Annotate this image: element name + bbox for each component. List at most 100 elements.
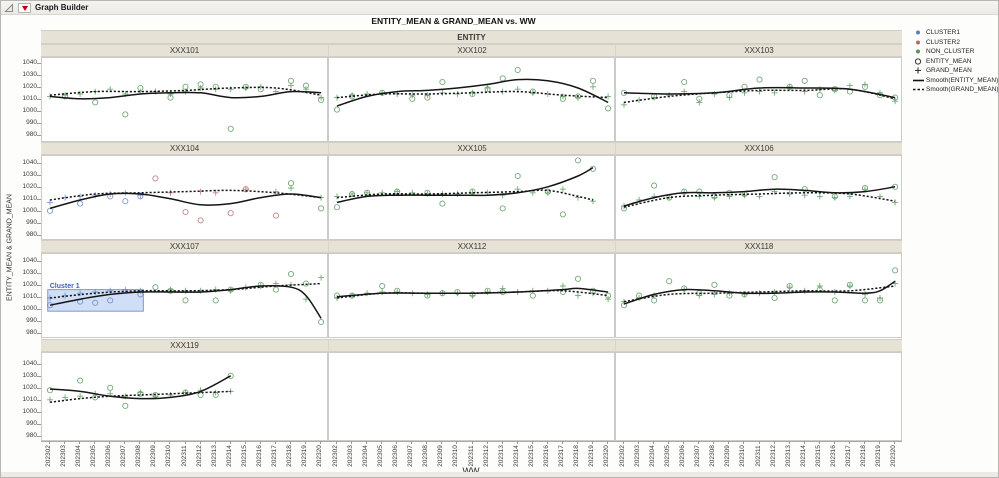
legend-item-non-cluster[interactable]: NON_CLUSTER: [913, 47, 999, 57]
grand-mean-point[interactable]: [816, 283, 823, 289]
entity-mean-point[interactable]: [651, 182, 658, 189]
grand-mean-point[interactable]: [846, 82, 853, 89]
grand-mean-point[interactable]: [786, 83, 793, 90]
entity-mean-point[interactable]: [333, 106, 341, 113]
grand-mean-point[interactable]: [711, 291, 718, 298]
plot-XXX119[interactable]: [42, 353, 329, 442]
entity-mean-point[interactable]: [333, 204, 341, 211]
entity-mean-point[interactable]: [771, 174, 778, 181]
grand-mean-point[interactable]: [122, 286, 129, 293]
grand-mean-point[interactable]: [349, 191, 356, 197]
grand-mean-point[interactable]: [197, 85, 204, 91]
entity-mean-point[interactable]: [681, 78, 688, 86]
grand-mean-point[interactable]: [575, 194, 581, 201]
entity-mean-point[interactable]: [107, 384, 114, 391]
grand-mean-point[interactable]: [771, 89, 778, 96]
grand-mean-point[interactable]: [786, 191, 793, 197]
grand-mean-point[interactable]: [288, 185, 294, 191]
entity-mean-point[interactable]: [574, 275, 582, 282]
grand-mean-point[interactable]: [559, 186, 566, 193]
grand-mean-point[interactable]: [318, 94, 325, 101]
grand-mean-point[interactable]: [846, 283, 853, 289]
grand-mean-point[interactable]: [696, 193, 703, 200]
panel-XXX103[interactable]: [615, 57, 902, 142]
panel-XXX119[interactable]: [41, 352, 328, 441]
panel-empty[interactable]: [615, 352, 902, 441]
grand-mean-point[interactable]: [77, 91, 84, 97]
grand-mean-point[interactable]: [182, 88, 189, 95]
entity-mean-point[interactable]: [801, 77, 808, 84]
grand-mean-point[interactable]: [892, 199, 899, 206]
entity-mean-point[interactable]: [892, 267, 899, 274]
entity-mean-point[interactable]: [197, 217, 204, 224]
legend-item-grand-mean[interactable]: GRAND_MEAN: [913, 66, 999, 76]
grand-mean-point[interactable]: [364, 189, 371, 196]
panel-XXX106[interactable]: [615, 155, 902, 240]
grand-mean-point[interactable]: [212, 189, 219, 196]
grand-mean-point[interactable]: [424, 291, 431, 298]
entity-mean-point[interactable]: [182, 297, 189, 304]
entity-mean-point[interactable]: [771, 294, 778, 302]
entity-mean-point[interactable]: [77, 377, 84, 384]
entity-mean-point[interactable]: [122, 111, 129, 118]
grand-mean-point[interactable]: [484, 85, 491, 91]
grand-mean-point[interactable]: [77, 393, 84, 400]
panel-XXX112[interactable]: [328, 253, 615, 338]
plot-XXX118[interactable]: [616, 254, 903, 339]
entity-mean-point[interactable]: [227, 372, 234, 379]
grand-mean-point[interactable]: [559, 93, 566, 100]
grand-mean-point[interactable]: [696, 292, 703, 299]
grand-mean-point[interactable]: [379, 289, 386, 295]
entity-mean-point[interactable]: [122, 198, 129, 205]
grand-mean-point[interactable]: [846, 193, 853, 200]
grand-mean-point[interactable]: [62, 394, 69, 401]
plot-XXX101[interactable]: [42, 58, 329, 143]
grand-mean-point[interactable]: [726, 193, 733, 200]
plot-XXX106[interactable]: [616, 156, 903, 241]
entity-mean-point[interactable]: [831, 297, 838, 304]
grand-mean-point[interactable]: [227, 388, 234, 395]
grand-mean-point[interactable]: [575, 292, 581, 299]
grand-mean-point[interactable]: [590, 83, 596, 90]
plot-XXX107[interactable]: Cluster 1: [42, 254, 329, 339]
entity-mean-point[interactable]: [287, 270, 295, 278]
entity-mean-point[interactable]: [46, 207, 54, 214]
legend-item-smooth-entity-mean-[interactable]: Smooth(ENTITY_MEAN): [913, 76, 999, 86]
entity-mean-point[interactable]: [318, 205, 325, 212]
entity-mean-point[interactable]: [711, 281, 718, 288]
panel-XXX101[interactable]: [41, 57, 328, 142]
grand-mean-point[interactable]: [605, 296, 612, 303]
entity-mean-point[interactable]: [605, 105, 612, 112]
entity-mean-point[interactable]: [107, 297, 114, 304]
entity-mean-point[interactable]: [227, 210, 234, 217]
grand-mean-point[interactable]: [892, 98, 899, 105]
grand-mean-point[interactable]: [454, 191, 461, 197]
grand-mean-point[interactable]: [862, 291, 868, 298]
panel-XXX104[interactable]: [41, 155, 328, 240]
grand-mean-point[interactable]: [334, 193, 340, 200]
entity-mean-point[interactable]: [302, 280, 310, 287]
entity-mean-point[interactable]: [439, 200, 446, 207]
grand-mean-point[interactable]: [167, 91, 174, 97]
grand-mean-point[interactable]: [801, 88, 808, 95]
plot-XXX112[interactable]: [329, 254, 616, 339]
grand-mean-point[interactable]: [605, 93, 612, 100]
entity-mean-point[interactable]: [182, 208, 189, 216]
grand-mean-point[interactable]: [227, 86, 234, 93]
grand-mean-point[interactable]: [711, 194, 718, 201]
grand-mean-point[interactable]: [590, 198, 596, 205]
entity-mean-point[interactable]: [514, 172, 521, 180]
grand-mean-point[interactable]: [559, 283, 566, 289]
entity-mean-point[interactable]: [227, 125, 234, 132]
grand-mean-point[interactable]: [831, 194, 838, 201]
entity-mean-point[interactable]: [152, 284, 159, 291]
panel-XXX118[interactable]: [615, 253, 902, 338]
panel-XXX107[interactable]: Cluster 1: [41, 253, 328, 338]
entity-mean-point[interactable]: [589, 77, 597, 84]
panel-empty[interactable]: [328, 352, 615, 441]
grand-mean-point[interactable]: [696, 99, 703, 106]
entity-mean-point[interactable]: [559, 211, 566, 218]
grand-mean-point[interactable]: [364, 290, 371, 297]
grand-mean-point[interactable]: [137, 389, 144, 396]
entity-mean-point[interactable]: [152, 175, 159, 182]
